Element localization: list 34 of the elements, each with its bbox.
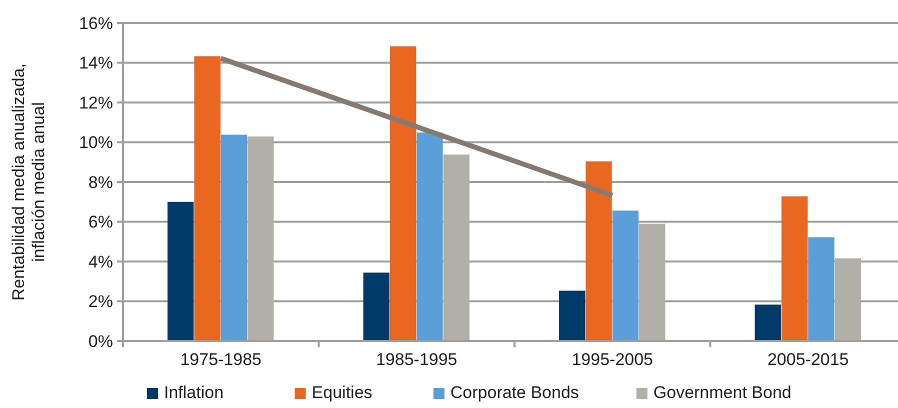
x-tick-label: 1995-2005	[572, 350, 654, 369]
bar	[781, 196, 808, 341]
y-tick-label: 4%	[88, 252, 113, 272]
y-tick-label: 10%	[78, 133, 113, 152]
y-tick-label: 12%	[78, 93, 113, 112]
y-tick-label: 0%	[88, 332, 113, 351]
x-tick-label: 2005-2015	[767, 350, 849, 369]
bar	[416, 132, 443, 341]
bar	[834, 258, 861, 341]
bar	[390, 46, 416, 341]
legend-label: Corporate Bonds	[450, 383, 579, 402]
bar	[194, 56, 220, 341]
y-tick-label: 8%	[88, 172, 113, 192]
y-tick-label: 2%	[88, 292, 113, 312]
bar	[168, 202, 194, 341]
legend-label: Government Bond	[653, 383, 792, 402]
bar	[559, 290, 586, 341]
y-tick-label: 16%	[78, 14, 113, 33]
y-tick-label: 6%	[88, 212, 113, 232]
bar	[363, 272, 390, 341]
legend-label: Inflation	[164, 383, 224, 402]
y-tick-label: 14%	[78, 54, 113, 73]
bar	[754, 304, 781, 341]
x-tick-label: 1975-1985	[180, 350, 262, 369]
bar	[248, 136, 274, 341]
bar	[639, 224, 666, 341]
x-tick-label: 1985-1995	[376, 350, 458, 369]
bar	[220, 134, 248, 341]
y-axis-title: Rentabilidad media anualizada, inflación media anual	[9, 63, 48, 301]
bar	[808, 237, 834, 341]
bar	[443, 154, 470, 341]
bar	[586, 161, 612, 341]
legend-label: Equities	[312, 383, 372, 402]
bar	[612, 210, 639, 341]
